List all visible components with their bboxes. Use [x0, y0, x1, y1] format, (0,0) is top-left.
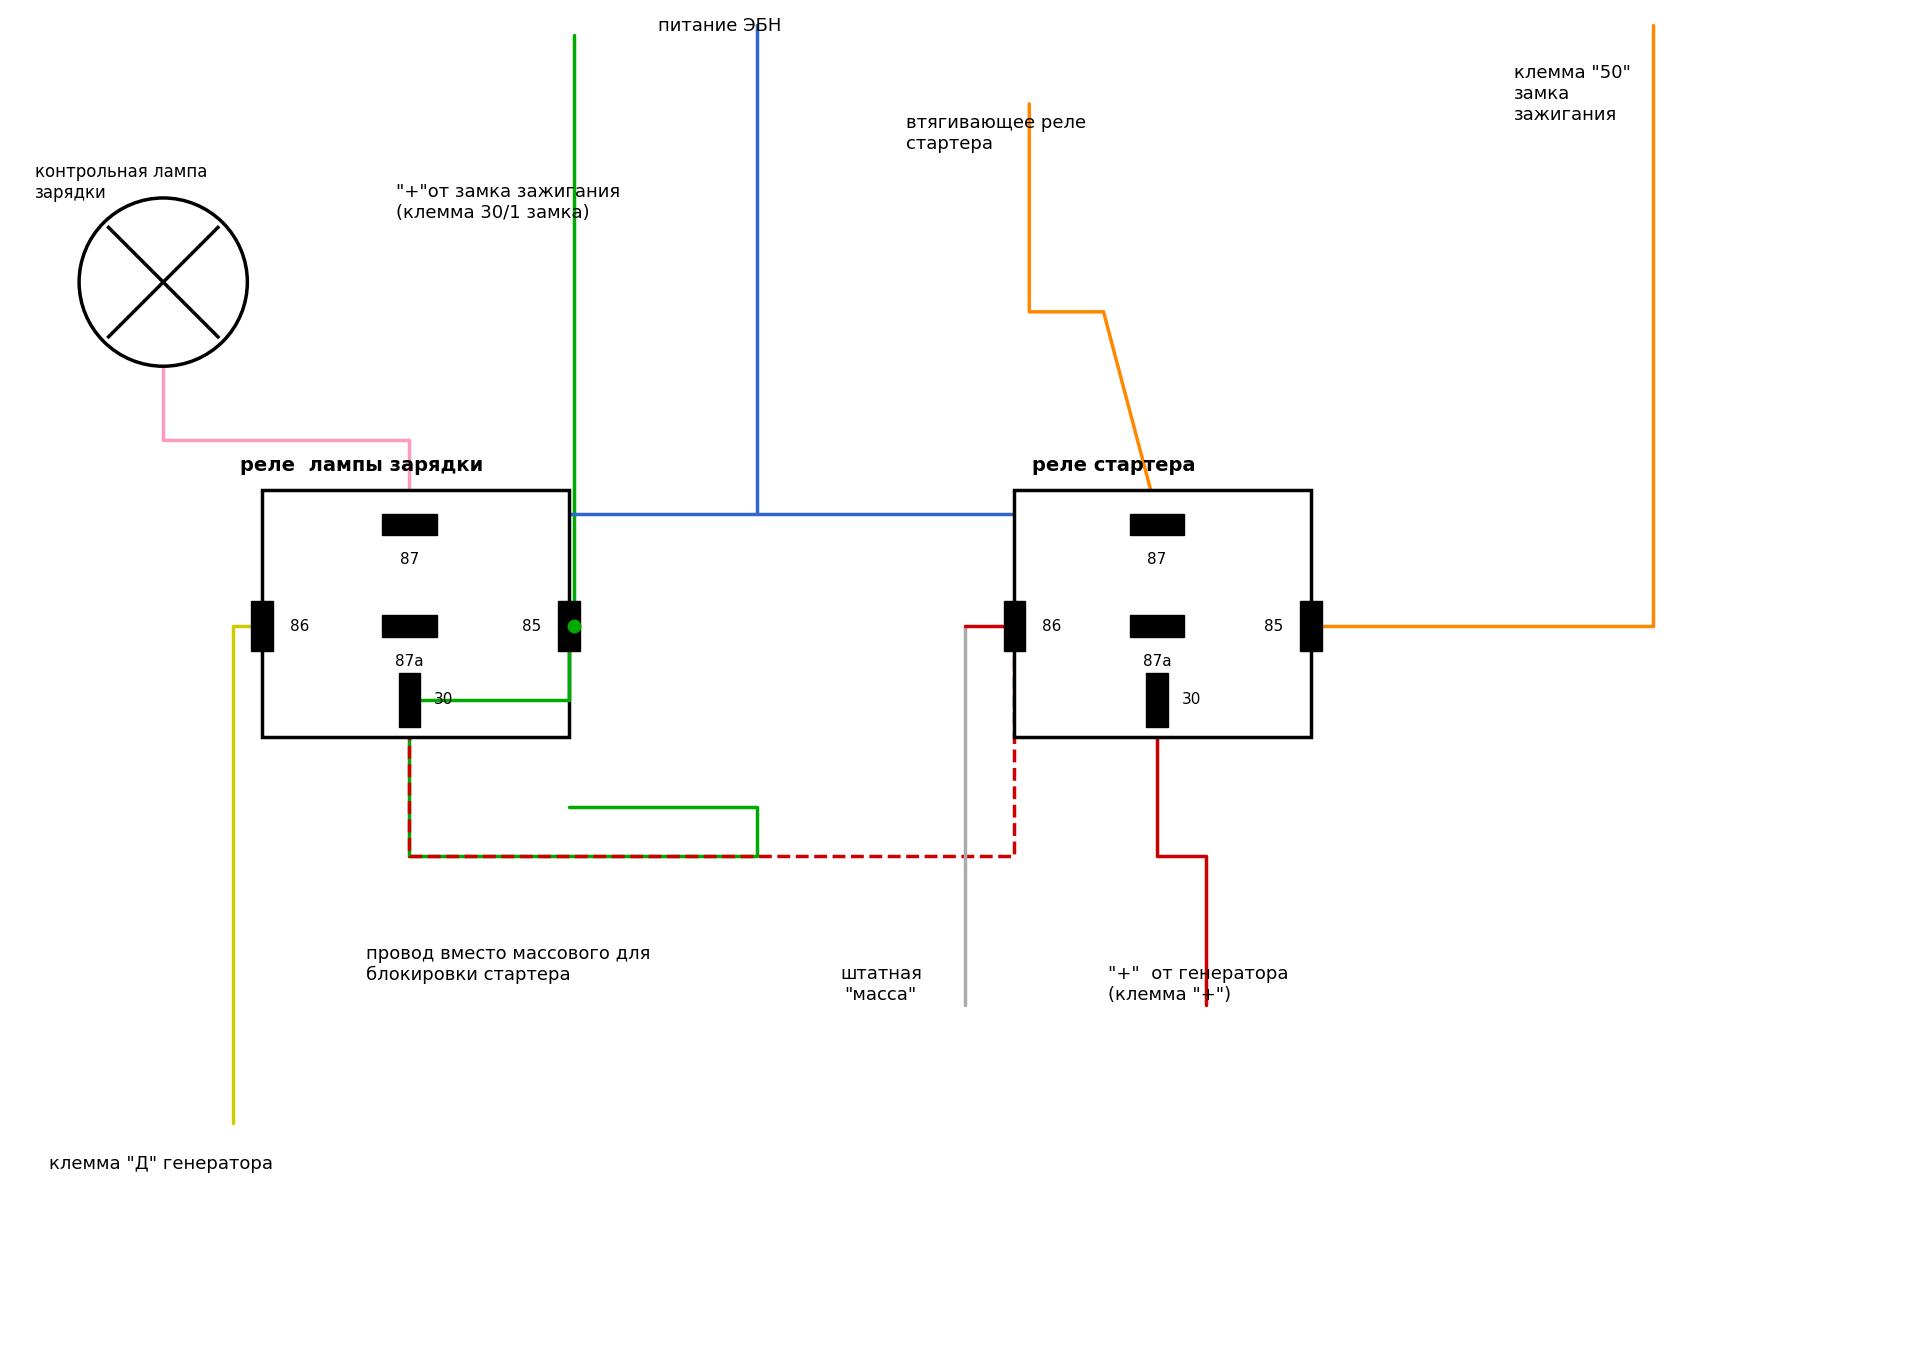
Text: клемма "50"
замка
зажигания: клемма "50" замка зажигания: [1515, 64, 1632, 124]
Text: "+"от замка зажигания
(клемма 30/1 замка): "+"от замка зажигания (клемма 30/1 замка…: [396, 183, 620, 221]
Bar: [252, 602, 273, 650]
Bar: [1300, 602, 1323, 650]
Text: 86: 86: [290, 618, 309, 634]
Text: втягивающее реле
стартера: втягивающее реле стартера: [906, 114, 1085, 152]
Text: 85: 85: [522, 618, 541, 634]
Text: 30: 30: [1181, 693, 1202, 708]
Text: 87a: 87a: [1142, 653, 1171, 668]
Bar: [263, 490, 568, 737]
Text: штатная
"масса": штатная "масса": [839, 966, 922, 1004]
Bar: [1129, 615, 1185, 637]
Text: питание ЭБН: питание ЭБН: [659, 16, 781, 35]
Bar: [559, 602, 580, 650]
Text: клемма "Д" генератора: клемма "Д" генератора: [50, 1154, 273, 1173]
Text: 87: 87: [399, 553, 419, 568]
Text: 87: 87: [1148, 553, 1167, 568]
Bar: [1004, 602, 1025, 650]
Text: реле стартера: реле стартера: [1031, 456, 1194, 475]
Text: "+"  от генератора
(клемма "+"): "+" от генератора (клемма "+"): [1108, 966, 1288, 1004]
Bar: [1014, 490, 1311, 737]
Circle shape: [79, 198, 248, 367]
Text: 85: 85: [1265, 618, 1284, 634]
Text: провод вместо массового для
блокировки стартера: провод вместо массового для блокировки с…: [367, 945, 651, 985]
Bar: [1129, 513, 1185, 535]
Text: 86: 86: [1043, 618, 1062, 634]
Text: 30: 30: [434, 693, 453, 708]
Text: реле  лампы зарядки: реле лампы зарядки: [240, 456, 482, 475]
Text: контрольная лампа
зарядки: контрольная лампа зарядки: [35, 163, 207, 202]
Text: 87a: 87a: [396, 653, 424, 668]
Bar: [399, 672, 420, 727]
Bar: [382, 513, 436, 535]
Bar: [1146, 672, 1167, 727]
Bar: [382, 615, 436, 637]
